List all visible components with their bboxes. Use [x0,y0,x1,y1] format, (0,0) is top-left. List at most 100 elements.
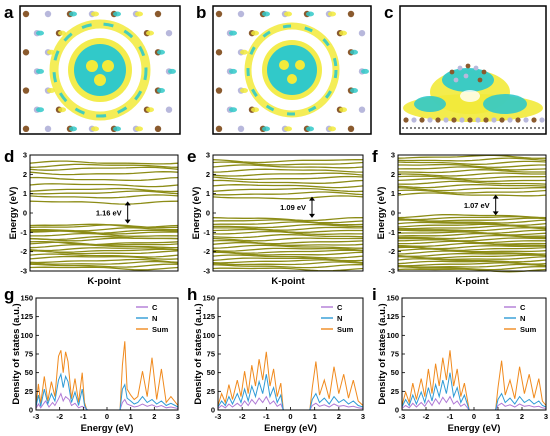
carbon-atom [22,87,30,94]
carbon-atom [499,117,505,123]
charge-lobe [262,11,270,17]
band-line [29,244,179,249]
band-gap-label: 1.07 eV [464,201,490,210]
band-line [397,223,547,228]
chart-panel-g: g 0 25 50 75 100 125 150 -3 -2 -1 0 1 2 3 CN Sum Energy (… [4,285,180,434]
x-tick-label: 2 [520,412,524,421]
panel-letter-d: d [4,147,14,166]
band-line [29,223,179,228]
cluster-atom [449,69,455,75]
y-tick-label: 125 [202,312,215,321]
atom-row-c [403,63,545,123]
carbon-atom [154,125,162,133]
nitrogen-atom [165,106,173,113]
carbon-atom [403,117,409,123]
charge-lobe [240,88,248,94]
carbon-atom [451,117,457,123]
chart-panel-d: d -3 -2 -1 0 1 2 3 1.16 eV K-point Energy (eV) [4,147,179,287]
band-line [29,240,179,246]
x-axis-label: Energy (eV) [448,423,501,434]
carbon-atom [154,10,162,18]
nitrogen-atom [44,10,52,18]
band-line [212,237,364,242]
cluster-atom [463,73,469,79]
y-axis-label: Density of states (a.u.) [193,303,204,404]
band-line [30,227,178,232]
band-line [397,175,547,180]
legend-label-c: C [337,303,343,312]
band-line [397,160,547,165]
band-line [212,179,364,184]
carbon-atom [419,117,425,123]
band-line [212,264,363,269]
nitrogen-atom [358,106,366,113]
charge-lobe [113,126,121,132]
dos-line-sum [35,341,179,411]
charge-lobe [229,68,237,74]
charge-lobe [229,107,237,113]
band-line [397,166,547,171]
nitrogen-atom [443,117,449,123]
band-line [212,244,363,249]
band-line [29,171,179,176]
band-line [397,214,547,219]
band-line [397,258,547,263]
legend-label-sum: Sum [337,325,354,334]
charge-cloud-b [244,22,340,118]
panel-a: a [4,3,181,135]
cluster-atom [457,65,463,71]
band-line [29,187,179,193]
y-tick-label: 125 [20,312,33,321]
band-line [397,242,547,247]
y-tick-label: 0 [211,406,215,415]
band-line [212,175,364,181]
carbon-atom [215,49,223,56]
band-line [30,232,179,237]
y-tick-label: -1 [388,228,395,237]
band-line [212,239,364,245]
charge-lobe [251,107,259,113]
y-tick-label: 100 [20,331,33,340]
charge-lobe [91,11,99,17]
charge-lobe [135,11,143,17]
charge-lobe [361,68,369,74]
legend-label-sum: Sum [520,325,537,334]
band-line [397,157,547,162]
y-tick-label: 25 [391,387,399,396]
band-line [397,227,547,232]
panel-letter-g: g [4,285,14,304]
charge-lobe [284,11,292,17]
band-line [212,158,364,164]
nitrogen-atom [411,117,417,123]
band-line [29,200,179,205]
band-line [29,194,179,199]
x-tick-label: 3 [361,412,365,421]
band-line [397,154,547,159]
legend-label-c: C [520,303,526,312]
band-line [212,247,364,252]
y-tick-label: 50 [207,368,215,377]
nitrogen-atom [44,125,52,133]
dos-line-n [35,372,179,411]
carbon-atom [435,117,441,123]
band-line [397,239,546,244]
panel-letter-e: e [187,147,196,166]
band-line [397,232,547,237]
x-tick-label: 0 [288,412,292,421]
charge-lobe [306,126,314,132]
band-line [29,190,179,195]
nitrogen-atom [539,117,545,123]
nitrogen-atom [237,10,245,18]
x-tick-label: -3 [215,412,222,421]
y-tick-label: 25 [25,387,33,396]
y-tick-label: 125 [386,312,399,321]
nitrogen-atom [475,117,481,123]
band-line [29,253,179,258]
band-line [212,217,363,222]
carbon-atom [515,117,521,123]
atom-lattice-a [22,10,176,133]
legend-label-sum: Sum [152,325,169,334]
x-tick-label: -2 [423,412,430,421]
charge-lobe [328,11,336,17]
gap-arrowhead [124,219,131,224]
